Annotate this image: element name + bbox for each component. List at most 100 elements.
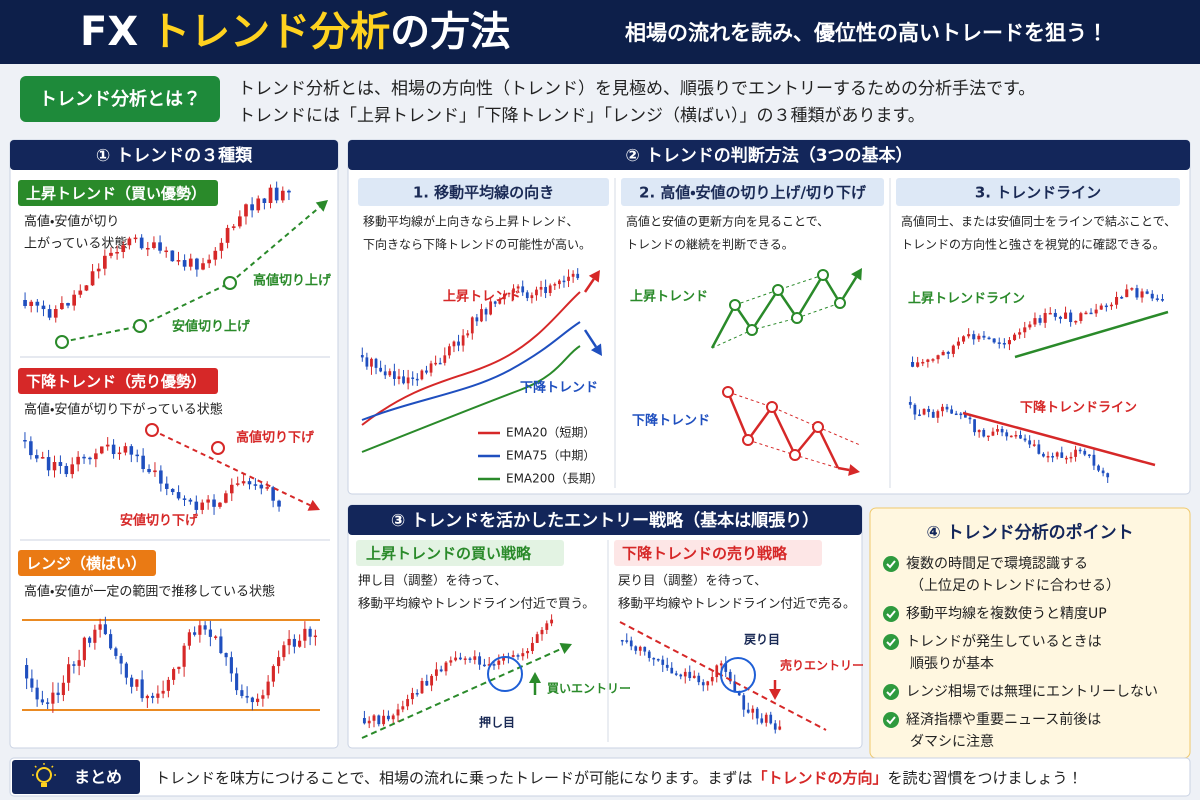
candle-body xyxy=(213,250,218,260)
candle-body xyxy=(629,640,633,647)
candle-body xyxy=(253,484,258,486)
candle-body xyxy=(454,657,458,661)
candle-body xyxy=(755,708,759,719)
candle-body xyxy=(567,276,570,281)
candle-body xyxy=(1120,297,1124,299)
arrow-head xyxy=(851,268,862,281)
candle-body xyxy=(1155,298,1159,300)
point-text: 複数の時間足で環境認識する xyxy=(906,555,1088,572)
candle-body xyxy=(525,292,529,299)
candle-body xyxy=(109,634,113,649)
candle-body xyxy=(58,462,63,466)
candle-body xyxy=(198,625,202,635)
candle-body xyxy=(764,714,768,723)
candle-body xyxy=(1115,297,1119,305)
arrow-head xyxy=(559,643,572,654)
candle-body xyxy=(114,648,118,656)
candle-body xyxy=(235,673,239,691)
candle-body xyxy=(383,371,387,376)
chart-label: 買いエントリー xyxy=(547,682,631,696)
candle-body xyxy=(391,715,395,720)
candle-body xyxy=(728,671,732,682)
candle-body xyxy=(250,204,254,211)
summary-bar xyxy=(9,757,1191,797)
title-main: トレンド分析 xyxy=(150,9,390,55)
candle-body xyxy=(362,718,366,724)
candle-body xyxy=(84,285,89,291)
candle-body xyxy=(1083,450,1087,455)
candle-body xyxy=(661,659,665,665)
candle-body xyxy=(82,637,86,661)
strategy-desc: 移動平均線やトレンドライン付近で買う。 xyxy=(358,596,595,611)
candle-body xyxy=(109,252,113,256)
candle-body xyxy=(1055,452,1059,457)
candle-body xyxy=(710,677,714,682)
arrow-line xyxy=(229,206,321,284)
candle-body xyxy=(140,679,144,699)
candle-body xyxy=(493,301,497,304)
check-icon xyxy=(883,684,899,700)
type-desc: 高値・安値が切り下がっている状態 xyxy=(24,402,223,418)
candle-body xyxy=(88,637,92,643)
candle-body xyxy=(271,666,275,682)
method-title: 2. 高値・安値の切り上げ/切り下げ xyxy=(639,184,867,202)
point-text: レンジ相場では無理にエントリーしない xyxy=(906,684,1158,700)
candle-body xyxy=(111,444,116,455)
candle-body xyxy=(916,362,920,367)
chart-label: 押し目 xyxy=(479,715,515,730)
candle-body xyxy=(550,619,554,624)
candle-body xyxy=(1013,334,1017,341)
candle-body xyxy=(1058,316,1062,319)
candle-body xyxy=(1101,470,1105,474)
candle-body xyxy=(516,286,520,289)
type-desc: 高値・安値が切り xyxy=(24,214,119,230)
candle-body xyxy=(164,250,169,253)
candle-body xyxy=(40,457,45,459)
candle-body xyxy=(1014,434,1018,437)
candle-body xyxy=(954,413,958,416)
candle-body xyxy=(1079,313,1083,321)
candle-body xyxy=(634,646,638,651)
candle-body xyxy=(544,286,547,294)
candle-body xyxy=(746,709,750,713)
arrow-head xyxy=(848,464,860,476)
candle-body xyxy=(274,187,279,201)
candle-body xyxy=(35,687,39,700)
candle-body xyxy=(406,699,410,707)
candle-body xyxy=(46,457,51,471)
check-icon xyxy=(883,556,899,572)
candle-body xyxy=(468,658,472,660)
candle-body xyxy=(256,198,261,211)
candle-body xyxy=(438,362,442,365)
candle-body xyxy=(1109,304,1113,307)
candle-body xyxy=(244,204,248,217)
candle-body xyxy=(170,488,175,493)
candle-body xyxy=(177,666,181,670)
intro-text: トレンド分析とは、相場の方向性（トレンド）を見極め、順張りでエントリーするための… xyxy=(238,79,1035,99)
candle-body xyxy=(40,699,44,703)
candle-body xyxy=(277,657,281,667)
candle-body xyxy=(53,309,58,318)
candle-body xyxy=(1064,312,1068,319)
title-suffix: の方法 xyxy=(390,9,510,55)
point-text: 順張りが基本 xyxy=(910,655,994,672)
candle-body xyxy=(292,638,296,647)
candle-body xyxy=(219,636,223,654)
candle-body xyxy=(706,681,710,686)
strategy-desc: 移動平均線やトレンドライン付近で売る。 xyxy=(618,596,856,611)
method-title-box xyxy=(896,178,1180,206)
annotation: 安値切り上げ xyxy=(172,319,251,335)
marker-circle xyxy=(742,434,754,446)
type-desc: 高値・安値が一定の範囲で推移している状態 xyxy=(24,584,275,600)
candle-body xyxy=(1042,453,1045,457)
candle-body xyxy=(166,679,170,691)
candle-body xyxy=(66,303,70,306)
candle-body xyxy=(247,481,252,485)
candle-body xyxy=(153,470,157,473)
check-mark xyxy=(886,716,896,725)
candle-body xyxy=(25,665,29,679)
candle-body xyxy=(908,402,912,405)
candle-body xyxy=(271,487,275,501)
candle-body xyxy=(1104,305,1108,308)
